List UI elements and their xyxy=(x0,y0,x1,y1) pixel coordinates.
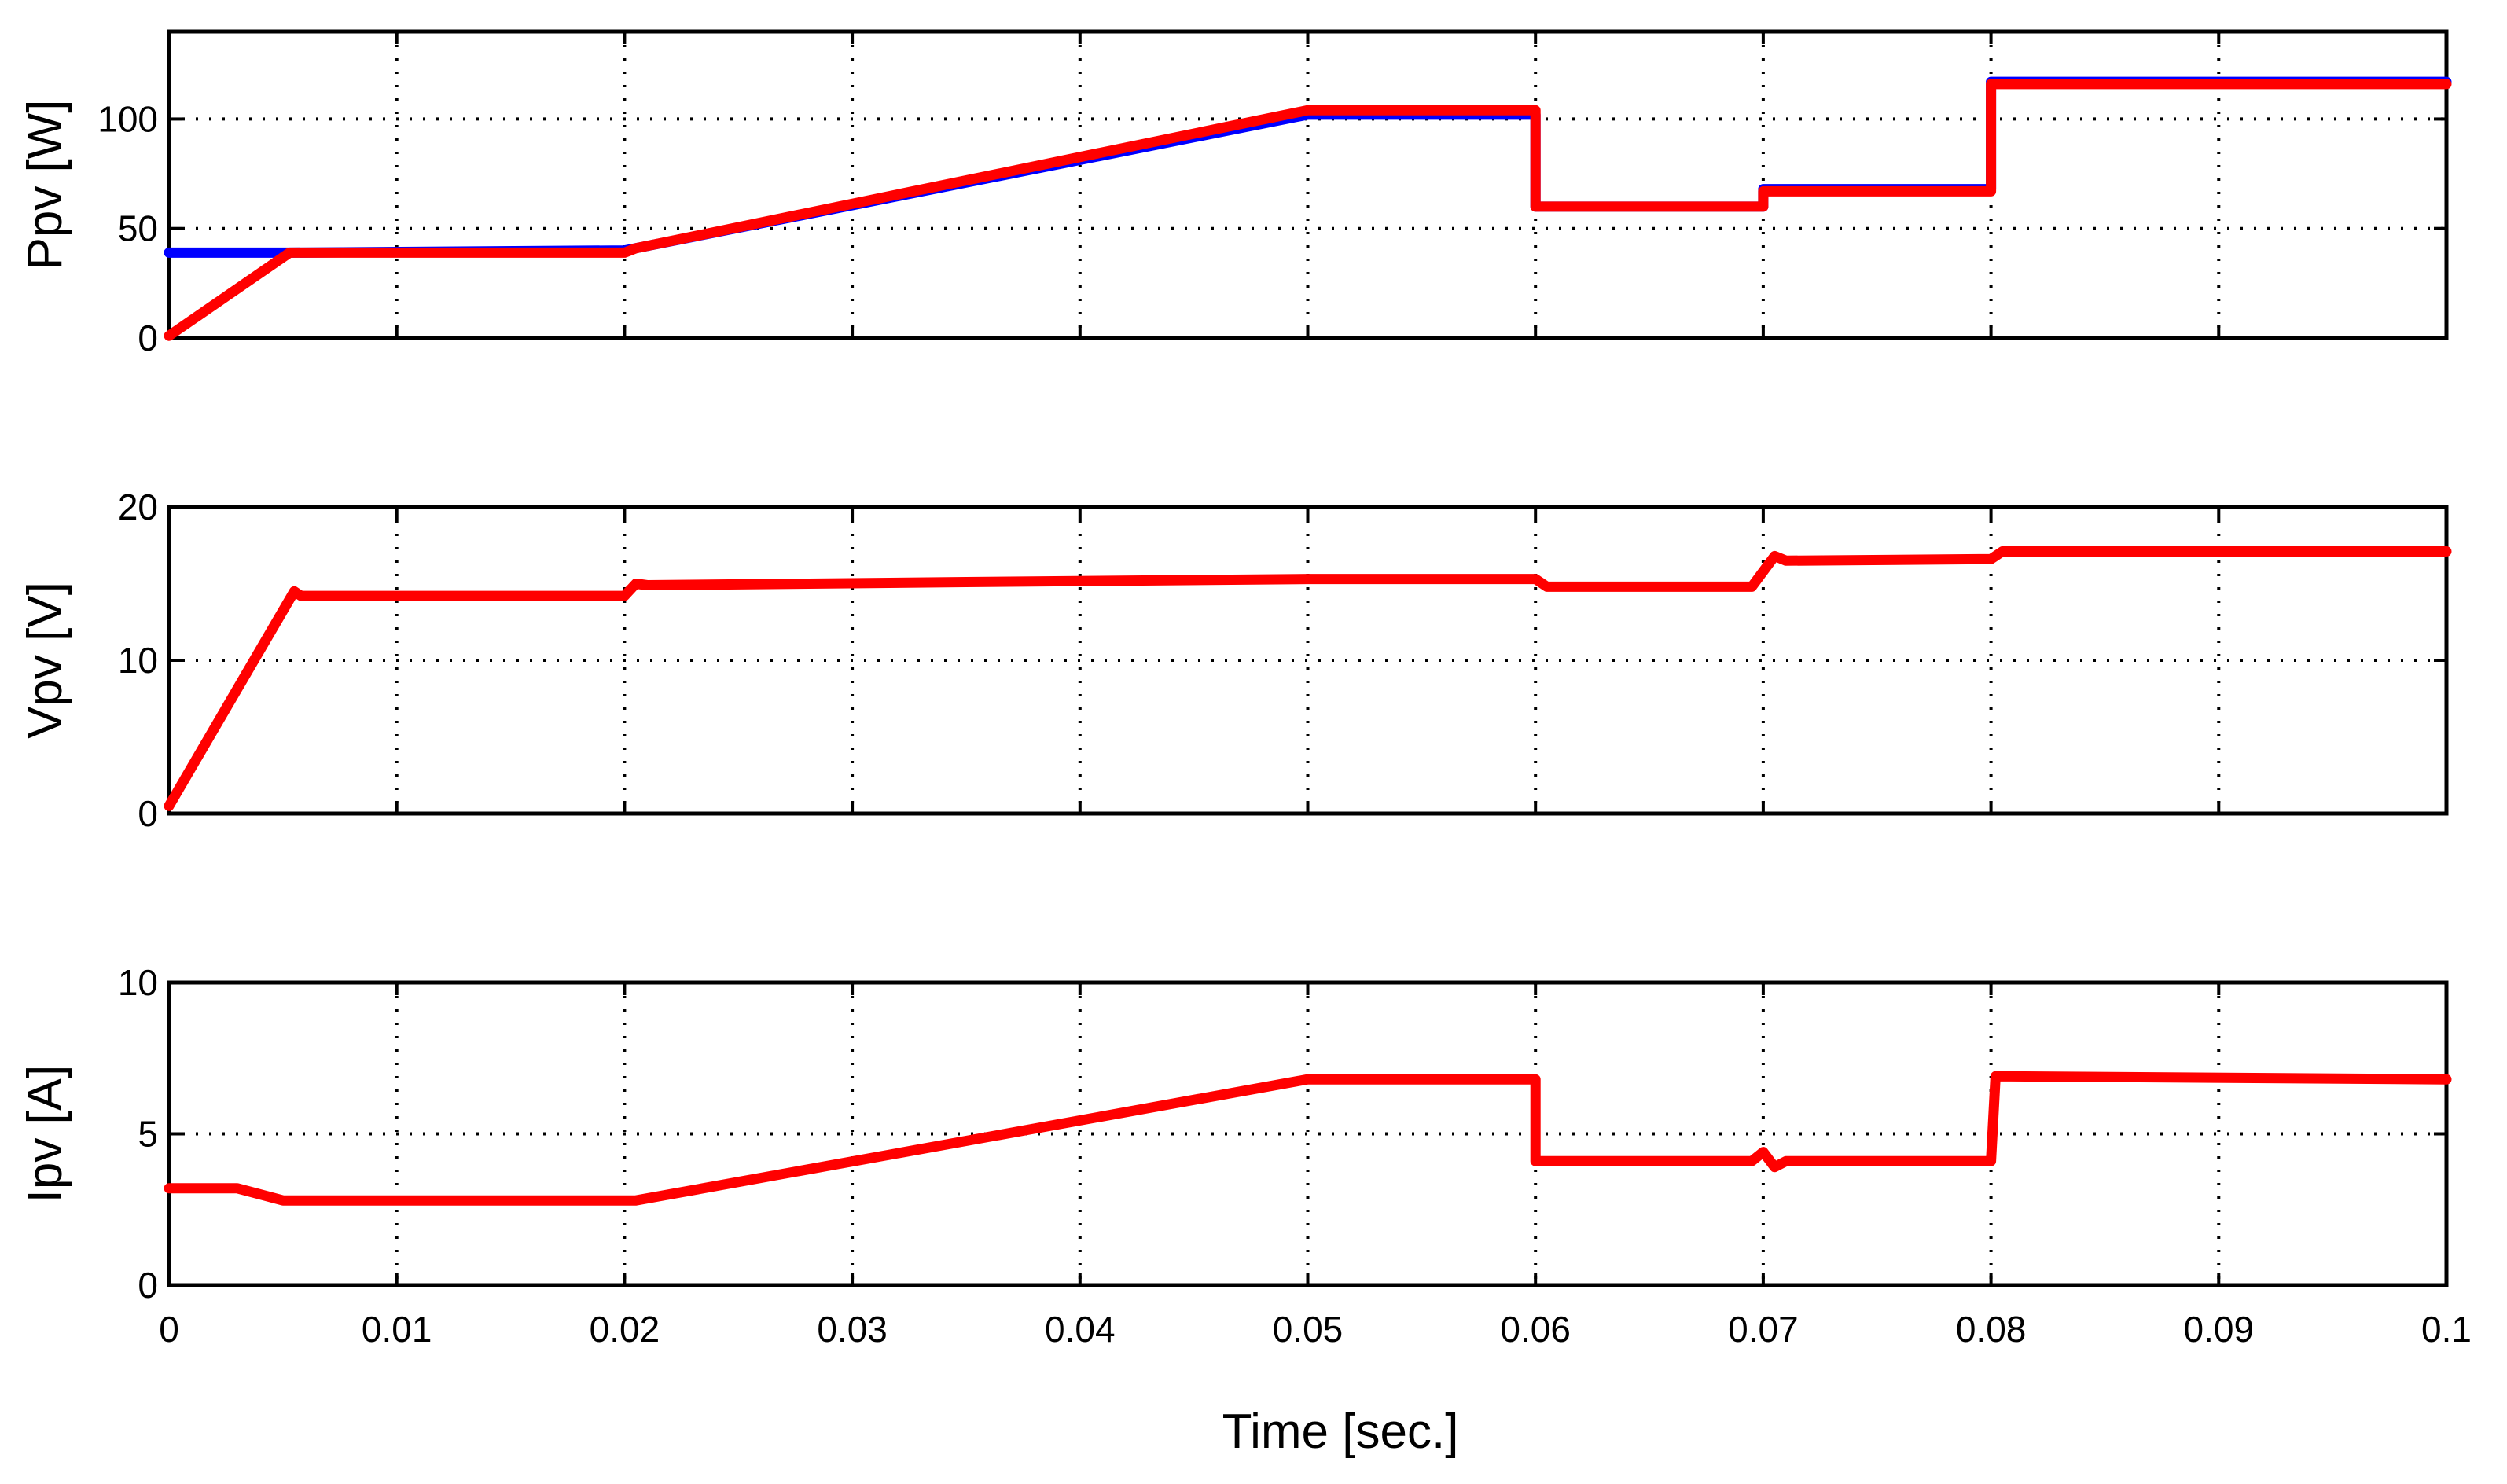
x-tick-label: 0.01 xyxy=(362,1309,432,1350)
x-tick-label: 0.04 xyxy=(1045,1309,1116,1350)
current-panel: 0 5 10 Ipv [A] 0 0.01 0.02 0.03 0.04 0.05 0.06 0.07… xyxy=(18,962,2472,1350)
x-tick-label: 0.07 xyxy=(1728,1309,1799,1350)
x-tick-label: 0.1 xyxy=(2421,1309,2472,1350)
x-axis-label: Time [sec.] xyxy=(1222,1405,1459,1459)
power-y-tick-label: 0 xyxy=(138,318,158,358)
voltage-y-tick-label: 10 xyxy=(118,640,158,681)
x-tick-label: 0.09 xyxy=(2184,1309,2255,1350)
x-tick-label: 0.08 xyxy=(1956,1309,2027,1350)
current-y-tick-label: 0 xyxy=(138,1265,158,1306)
power-series-1 xyxy=(164,79,2452,341)
power-y-axis-title: Ppv [W] xyxy=(18,99,72,270)
voltage-panel: 0 10 20 Vpv [V] xyxy=(18,487,2452,834)
x-tick-label: 0.05 xyxy=(1273,1309,1344,1350)
voltage-y-axis-title: Vpv [V] xyxy=(18,582,72,739)
current-plot-area xyxy=(167,980,2449,1287)
x-tick-label: 0 xyxy=(159,1309,179,1350)
power-y-tick-label: 100 xyxy=(97,98,158,139)
voltage-y-tick-label: 0 xyxy=(138,793,158,834)
current-y-axis-title: Ipv [A] xyxy=(18,1065,72,1203)
voltage-series-0 xyxy=(164,546,2452,811)
current-y-tick-label: 10 xyxy=(118,962,158,1003)
voltage-y-tick-label: 20 xyxy=(118,487,158,527)
power-panel: 0 50 100 Ppv [W] xyxy=(18,29,2452,358)
x-tick-label: 0.06 xyxy=(1500,1309,1571,1350)
current-y-tick-label: 5 xyxy=(138,1114,158,1155)
power-y-tick-label: 50 xyxy=(118,208,158,249)
current-series-0 xyxy=(164,1071,2452,1206)
x-tick-label: 0.02 xyxy=(590,1309,660,1350)
x-tick-label: 0.03 xyxy=(817,1309,888,1350)
